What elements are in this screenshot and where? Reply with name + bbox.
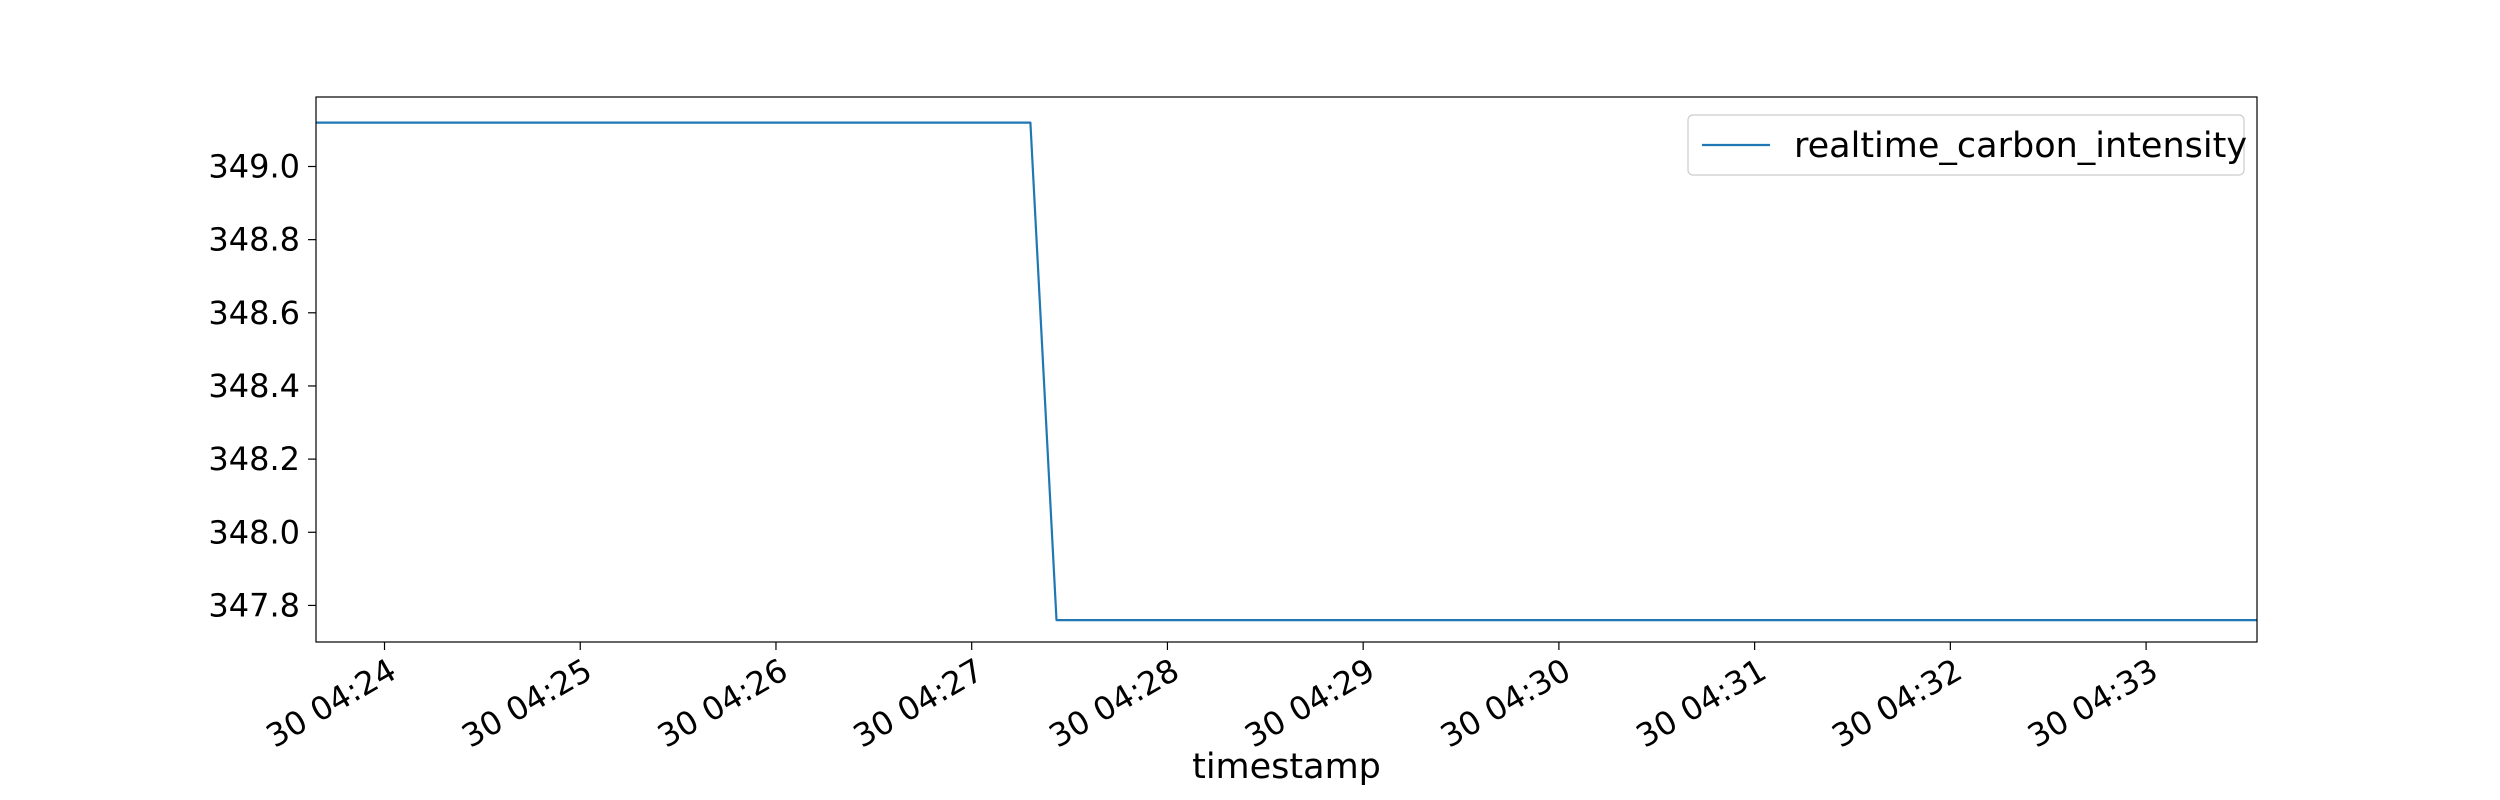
x-axis-title: timestamp — [1192, 747, 1381, 787]
y-axis: 347.8 348.0 348.2 348.4 348.6 348.8 349.0 — [208, 147, 316, 624]
y-tick-label: 349.0 — [208, 147, 300, 185]
legend-label: realtime_carbon_intensity — [1794, 126, 2247, 166]
plot-area — [315, 96, 2258, 643]
y-tick-label: 348.2 — [208, 440, 300, 478]
y-tick-label: 347.8 — [208, 586, 300, 624]
y-tick-label: 348.6 — [208, 294, 300, 332]
series-line-realtime_carbon_intensity — [316, 121, 2257, 622]
y-tick-label: 348.4 — [208, 367, 300, 405]
legend: realtime_carbon_intensity — [1687, 114, 2247, 176]
y-tick-label: 348.0 — [208, 513, 300, 551]
legend-box — [1687, 114, 2245, 176]
y-tick-label: 348.8 — [208, 221, 300, 259]
plot-frame — [315, 96, 2258, 643]
